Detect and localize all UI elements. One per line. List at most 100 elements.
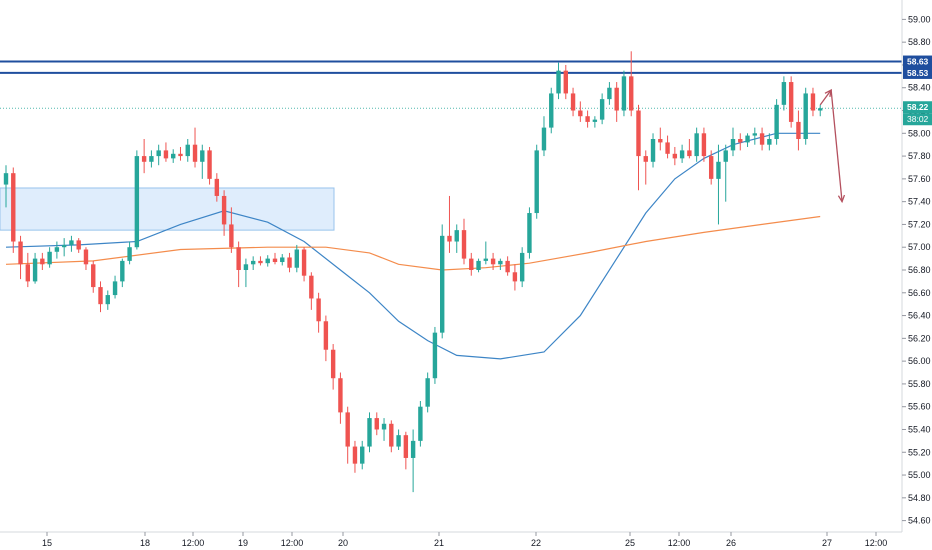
price-axis-tick-label: 57.20 xyxy=(908,219,931,229)
resistance-tag-1: 58.63 xyxy=(907,57,929,67)
price-axis-tick-label: 55.80 xyxy=(908,379,931,389)
moving-average-line-1 xyxy=(5,132,821,360)
time-axis-tick-label: 12:00 xyxy=(182,538,205,548)
candle-body xyxy=(730,139,736,151)
time-axis-tick-label: 12:00 xyxy=(865,538,888,548)
candle-body xyxy=(585,116,590,122)
candle-body xyxy=(323,321,329,350)
candle-body xyxy=(112,281,118,296)
candle-body xyxy=(519,252,525,282)
candle-body xyxy=(512,272,518,282)
candle-body xyxy=(54,247,60,252)
price-axis-tick-label: 56.20 xyxy=(908,333,931,343)
time-axis-tick-label: 27 xyxy=(822,538,832,548)
candle-body xyxy=(476,260,481,270)
candle-body xyxy=(265,258,270,264)
candle-body xyxy=(11,173,16,242)
candle-body xyxy=(403,435,409,458)
candle-body xyxy=(643,156,648,162)
price-axis-background xyxy=(902,0,932,550)
time-axis[interactable]: 15 18 12:00 19 12:00 20 21 22 25 12:00 26 27 12:00 xyxy=(0,531,902,548)
price-axis-tick-label: 58.00 xyxy=(908,128,931,138)
price-axis-tick-label: 59.00 xyxy=(908,14,931,24)
price-axis-tick-label: 56.00 xyxy=(908,356,931,366)
demand-zone xyxy=(0,187,335,231)
candle-body xyxy=(389,423,394,447)
candle-body xyxy=(607,87,612,100)
candle-body xyxy=(243,264,249,270)
candle-body xyxy=(418,406,423,441)
candle-body xyxy=(229,224,234,248)
time-axis-tick-label: 22 xyxy=(531,538,541,548)
forecast-arrowhead-2 xyxy=(837,194,846,204)
candle-body xyxy=(767,139,772,145)
candle-body xyxy=(352,446,358,464)
candle-body xyxy=(490,258,496,265)
candle-body xyxy=(738,139,743,143)
candle-body xyxy=(61,244,67,248)
candle-body xyxy=(803,93,808,139)
candle-body xyxy=(432,332,438,379)
candle-body xyxy=(178,153,183,157)
candle-body xyxy=(134,156,140,248)
price-axis-tick-label: 56.60 xyxy=(908,288,931,298)
time-axis-tick-label: 12:00 xyxy=(668,538,691,548)
candle-body xyxy=(665,142,670,154)
price-axis-tick-label: 55.40 xyxy=(908,424,931,434)
price-axis-tick-label: 57.80 xyxy=(908,151,931,161)
candle-body xyxy=(527,213,532,253)
price-axis[interactable]: 59.0058.8058.6058.4058.2058.0057.8057.60… xyxy=(901,0,932,550)
candle-body xyxy=(592,119,598,122)
candle-body xyxy=(83,249,89,265)
candle-body xyxy=(708,156,714,179)
candle-body xyxy=(745,135,750,143)
candle-body xyxy=(810,93,816,111)
candle-body xyxy=(360,446,365,464)
candle-body xyxy=(309,275,314,299)
candle-body xyxy=(599,99,605,120)
candle-body xyxy=(440,235,445,333)
time-axis-tick-label: 21 xyxy=(434,538,444,548)
candle-body xyxy=(549,93,554,128)
current-price-tag-background xyxy=(903,101,932,114)
price-axis-tick-label: 54.80 xyxy=(908,493,931,503)
time-axis-tick-label: 15 xyxy=(42,538,52,548)
price-axis-tick-label: 56.80 xyxy=(908,265,931,275)
candle-body xyxy=(3,173,9,185)
candle-body xyxy=(701,133,707,157)
candle-body xyxy=(163,150,169,159)
candle-body xyxy=(330,349,336,379)
candle-body xyxy=(818,108,823,111)
candle-body xyxy=(447,235,452,242)
candle-body xyxy=(759,133,765,145)
candle-body xyxy=(105,295,110,305)
candle-body xyxy=(156,150,161,157)
candle-body xyxy=(171,153,176,159)
countdown-background xyxy=(903,113,932,126)
candle-body xyxy=(629,76,634,111)
candle-body xyxy=(185,144,190,157)
candle-body xyxy=(658,139,663,143)
time-axis-tick-label: 25 xyxy=(625,538,635,548)
candle-body xyxy=(280,257,285,263)
candle-body xyxy=(287,257,292,268)
price-axis-tick-label: 55.60 xyxy=(908,402,931,412)
candle-body xyxy=(454,230,459,242)
candle-body xyxy=(614,87,619,111)
candle-body xyxy=(18,241,23,265)
price-axis-tick-label: 57.40 xyxy=(908,197,931,207)
candle-body xyxy=(541,127,547,151)
candle-body xyxy=(294,249,299,268)
candle-body xyxy=(258,260,263,264)
time-axis-tick-label: 12:00 xyxy=(281,538,304,548)
candle-body xyxy=(47,251,52,265)
resistance-tag-1-background xyxy=(903,55,932,68)
candle-body xyxy=(774,104,779,139)
candle-body xyxy=(374,418,379,430)
candle-body xyxy=(25,264,31,282)
candle-body xyxy=(301,249,307,276)
candle-body xyxy=(69,240,74,245)
